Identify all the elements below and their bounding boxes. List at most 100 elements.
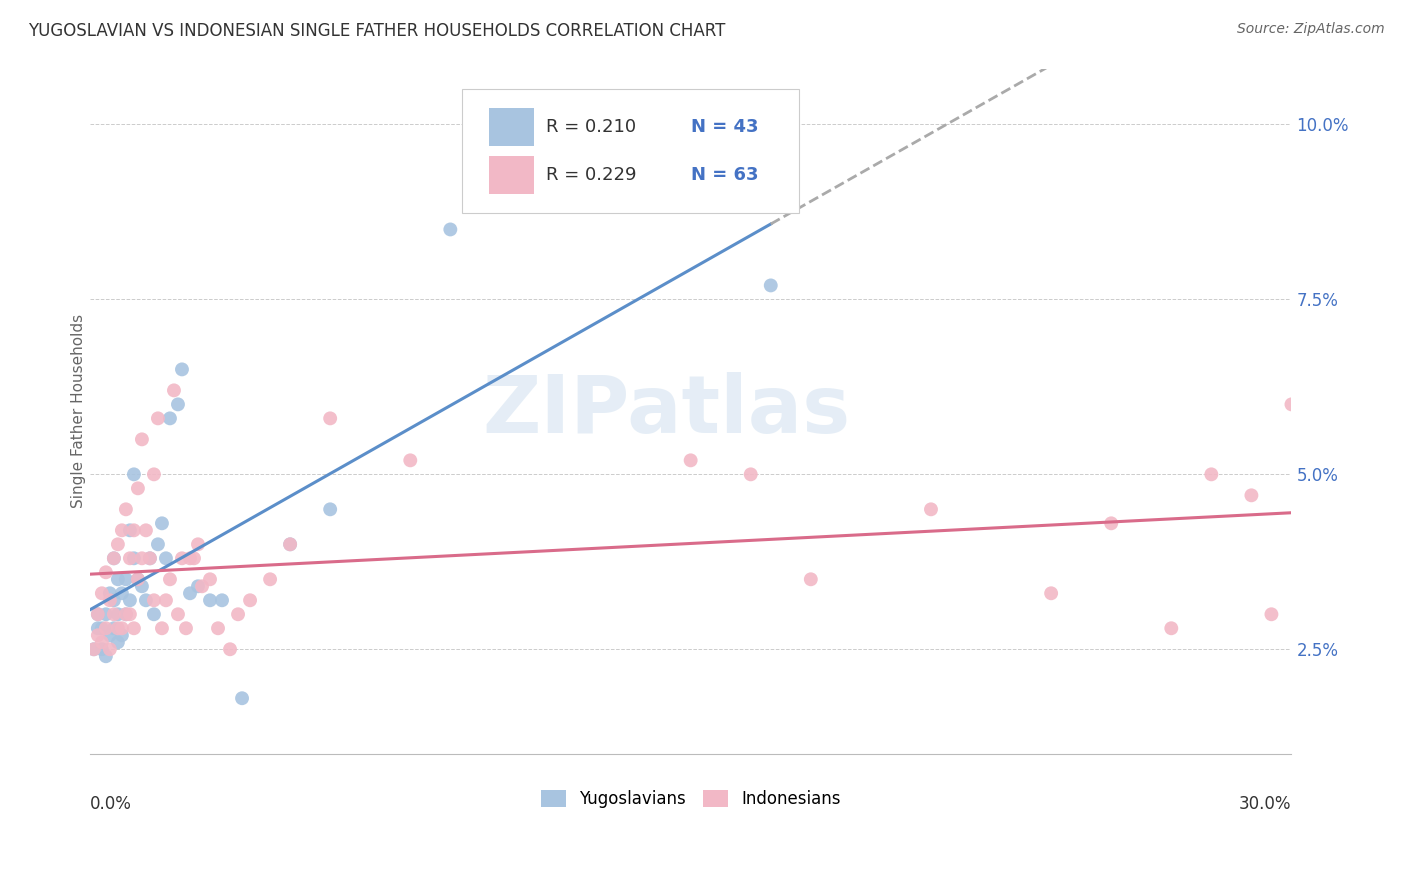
Point bbox=[142, 467, 165, 482]
Text: 30.0%: 30.0% bbox=[1239, 796, 1292, 814]
Point bbox=[800, 572, 823, 586]
Point bbox=[159, 572, 181, 586]
Point bbox=[278, 537, 301, 551]
Point bbox=[135, 593, 157, 607]
Point bbox=[131, 433, 153, 447]
Point bbox=[1301, 677, 1323, 691]
Point bbox=[94, 566, 117, 580]
Point bbox=[319, 502, 342, 516]
Point bbox=[226, 607, 249, 622]
Point bbox=[118, 607, 141, 622]
Point bbox=[83, 642, 105, 657]
Point bbox=[139, 551, 162, 566]
Point bbox=[115, 502, 138, 516]
Point bbox=[198, 593, 221, 607]
Bar bbox=[489, 108, 534, 145]
Point bbox=[1160, 621, 1182, 635]
Point bbox=[107, 572, 129, 586]
Point bbox=[127, 572, 149, 586]
Point bbox=[1040, 586, 1063, 600]
Point bbox=[219, 642, 242, 657]
Point bbox=[170, 551, 193, 566]
Point bbox=[131, 579, 153, 593]
Point bbox=[179, 586, 201, 600]
Point bbox=[87, 607, 110, 622]
Point bbox=[142, 593, 165, 607]
Point bbox=[679, 453, 702, 467]
Point bbox=[187, 579, 209, 593]
Point bbox=[103, 607, 125, 622]
Point bbox=[103, 593, 125, 607]
Point bbox=[278, 537, 301, 551]
Point bbox=[439, 222, 461, 236]
Point bbox=[103, 551, 125, 566]
Point bbox=[103, 551, 125, 566]
Point bbox=[107, 537, 129, 551]
Point bbox=[90, 635, 112, 649]
Point bbox=[319, 411, 342, 425]
Point bbox=[170, 362, 193, 376]
Point bbox=[131, 551, 153, 566]
Point bbox=[159, 411, 181, 425]
Point bbox=[122, 524, 145, 538]
Legend: Yugoslavians, Indonesians: Yugoslavians, Indonesians bbox=[534, 783, 846, 814]
Text: 0.0%: 0.0% bbox=[90, 796, 132, 814]
Point bbox=[122, 621, 145, 635]
Point bbox=[118, 593, 141, 607]
Point bbox=[107, 607, 129, 622]
Point bbox=[111, 628, 134, 642]
Point bbox=[920, 502, 942, 516]
Point bbox=[150, 621, 173, 635]
Text: Source: ZipAtlas.com: Source: ZipAtlas.com bbox=[1237, 22, 1385, 37]
Point bbox=[111, 524, 134, 538]
Point bbox=[103, 621, 125, 635]
Point bbox=[115, 607, 138, 622]
FancyBboxPatch shape bbox=[463, 89, 799, 212]
Point bbox=[155, 593, 177, 607]
Point bbox=[183, 551, 205, 566]
Point bbox=[259, 572, 281, 586]
Text: YUGOSLAVIAN VS INDONESIAN SINGLE FATHER HOUSEHOLDS CORRELATION CHART: YUGOSLAVIAN VS INDONESIAN SINGLE FATHER … bbox=[28, 22, 725, 40]
Point bbox=[115, 572, 138, 586]
Point bbox=[167, 397, 190, 411]
Point bbox=[118, 551, 141, 566]
Point bbox=[239, 593, 262, 607]
Text: R = 0.229: R = 0.229 bbox=[547, 166, 654, 184]
Point bbox=[94, 607, 117, 622]
Point bbox=[90, 586, 112, 600]
Point bbox=[111, 586, 134, 600]
Point bbox=[155, 551, 177, 566]
Point bbox=[127, 572, 149, 586]
Point bbox=[174, 621, 197, 635]
Point bbox=[87, 621, 110, 635]
Bar bbox=[489, 156, 534, 194]
Y-axis label: Single Father Households: Single Father Households bbox=[72, 314, 86, 508]
Point bbox=[211, 593, 233, 607]
Point bbox=[122, 467, 145, 482]
Point bbox=[1281, 397, 1303, 411]
Point bbox=[122, 551, 145, 566]
Point bbox=[179, 551, 201, 566]
Point bbox=[146, 537, 169, 551]
Point bbox=[1240, 488, 1263, 502]
Point bbox=[94, 649, 117, 664]
Point bbox=[135, 524, 157, 538]
Point bbox=[98, 642, 121, 657]
Point bbox=[187, 537, 209, 551]
Text: N = 63: N = 63 bbox=[690, 166, 758, 184]
Point bbox=[87, 628, 110, 642]
Point bbox=[150, 516, 173, 531]
Point bbox=[98, 586, 121, 600]
Point bbox=[94, 621, 117, 635]
Text: ZIPatlas: ZIPatlas bbox=[482, 372, 851, 450]
Point bbox=[90, 642, 112, 657]
Point bbox=[207, 621, 229, 635]
Point bbox=[115, 607, 138, 622]
Point bbox=[98, 593, 121, 607]
Point bbox=[98, 628, 121, 642]
Point bbox=[83, 642, 105, 657]
Text: N = 43: N = 43 bbox=[690, 118, 758, 136]
Point bbox=[167, 607, 190, 622]
Point bbox=[1320, 362, 1343, 376]
Point bbox=[740, 467, 762, 482]
